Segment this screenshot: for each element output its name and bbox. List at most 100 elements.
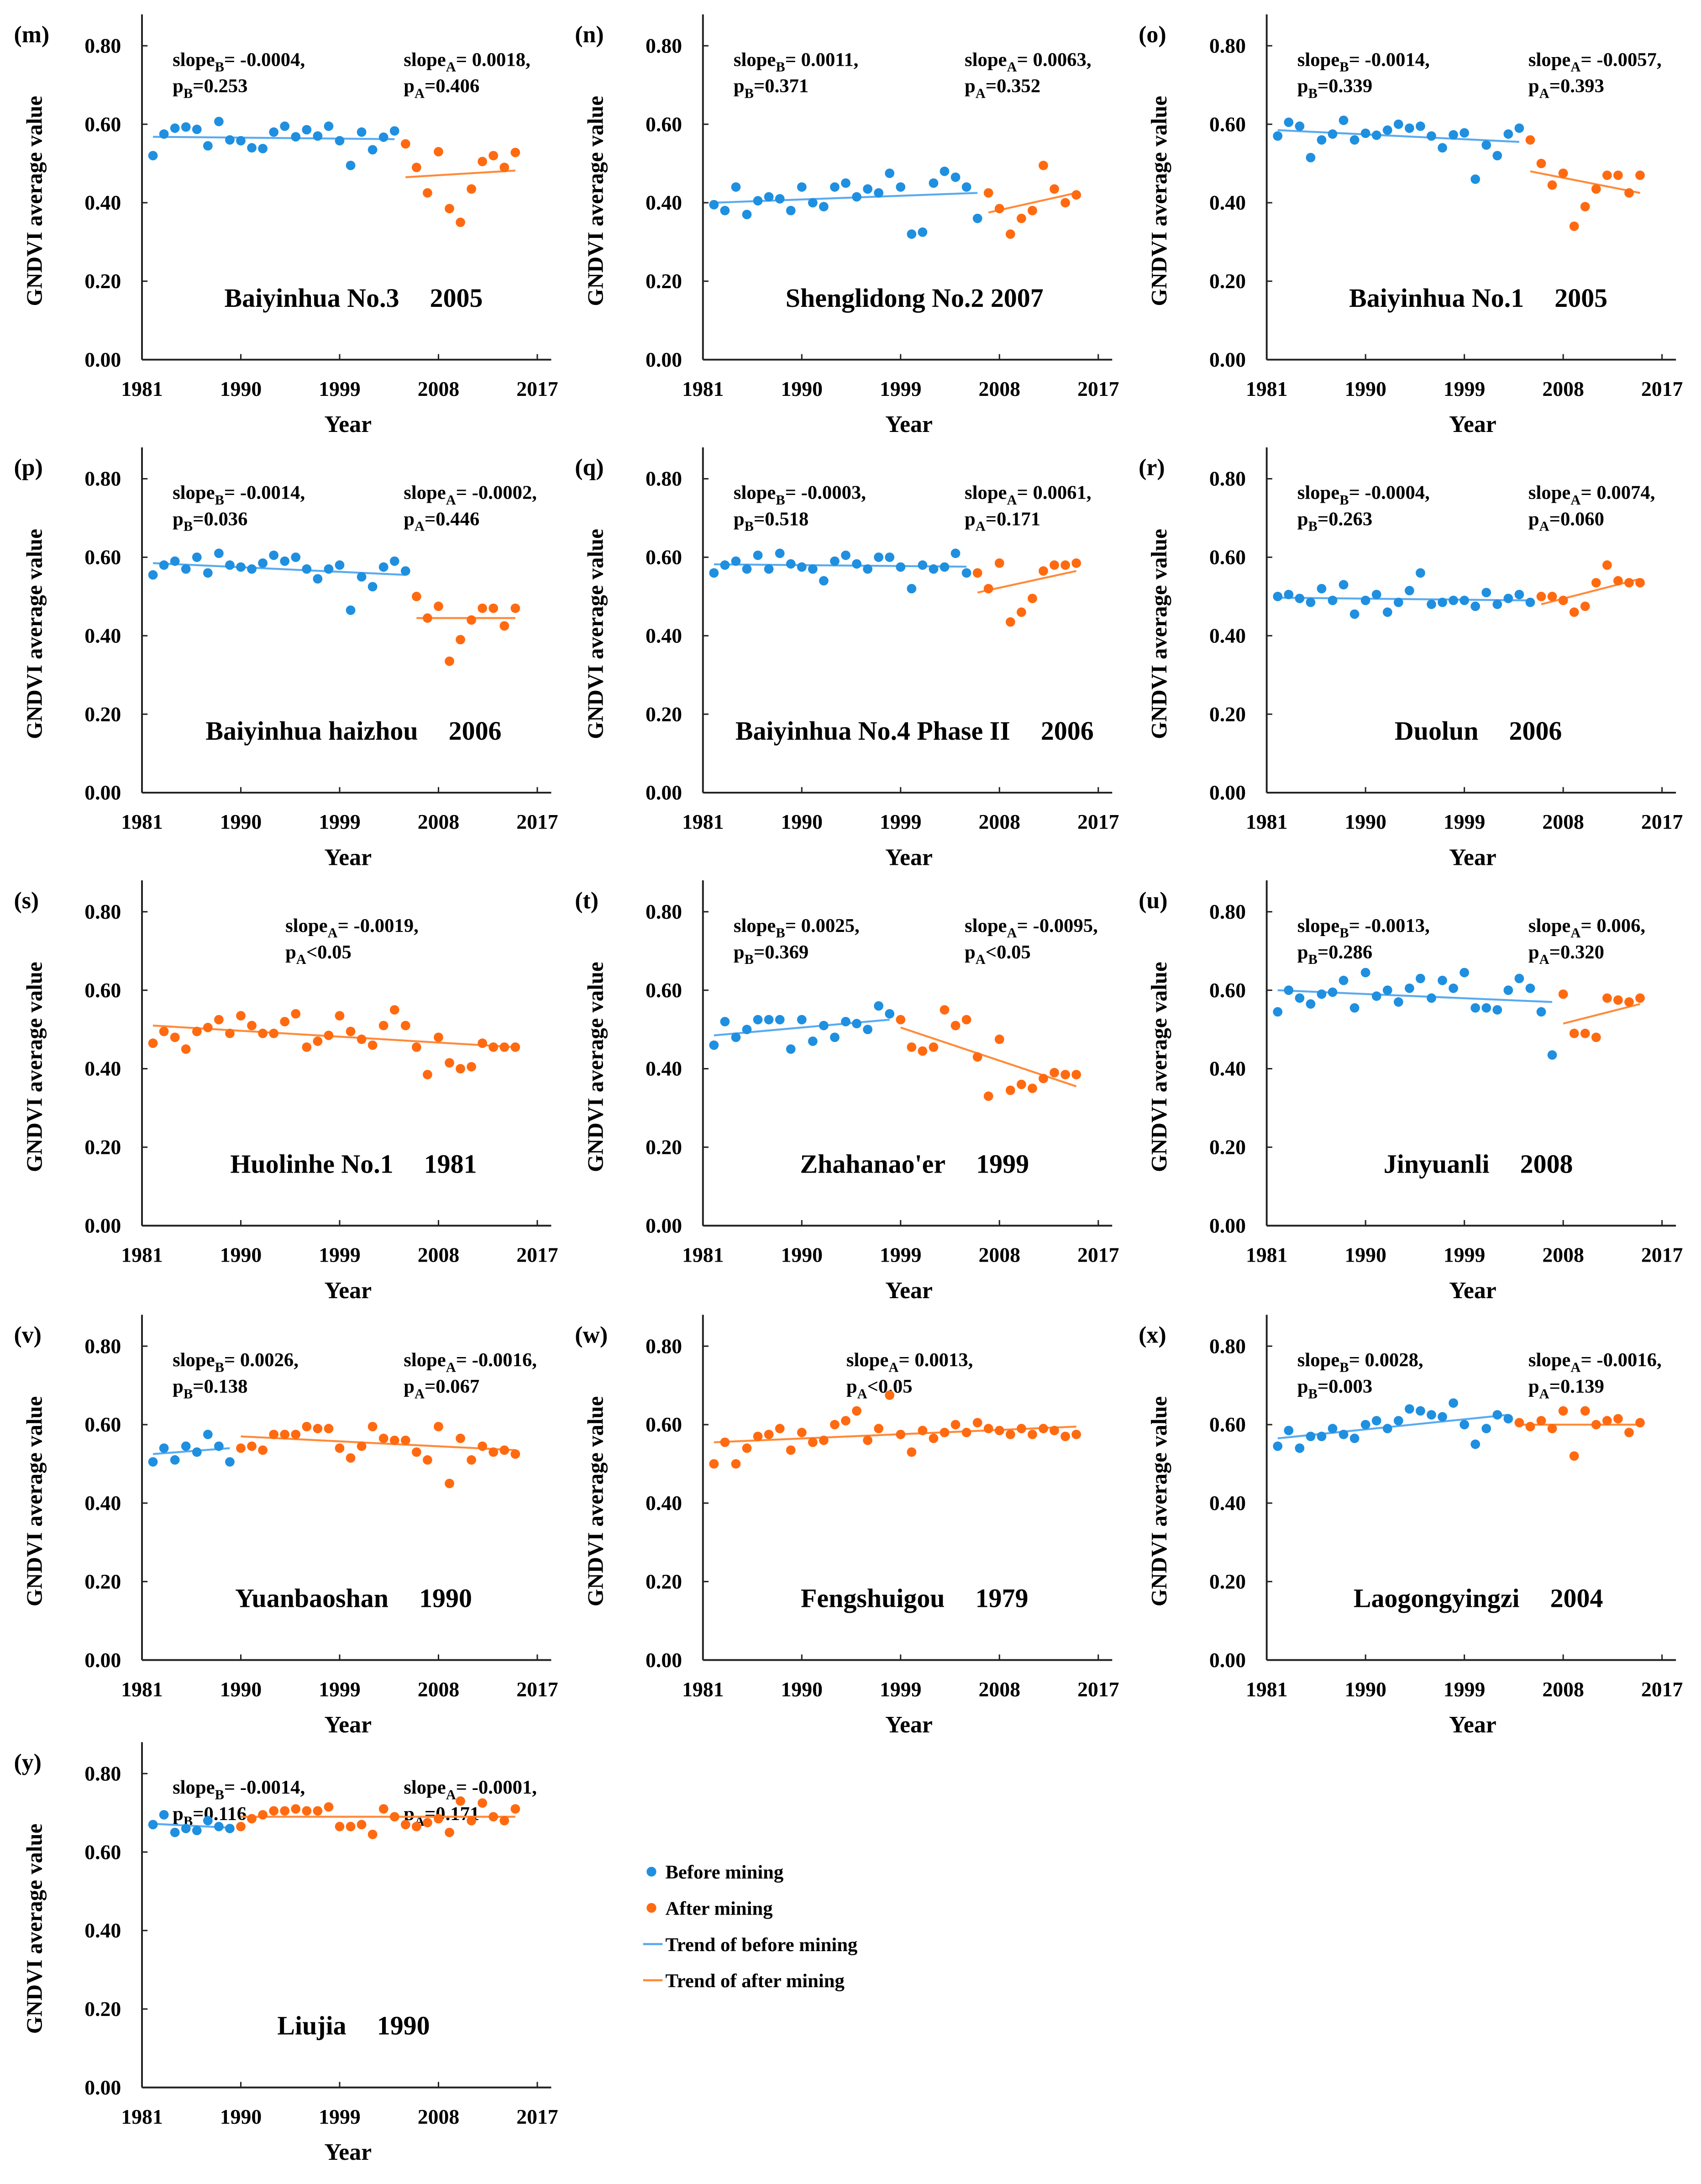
y-tick-label: 0.80 (1209, 467, 1246, 490)
point-before (786, 1044, 796, 1054)
point-after (1525, 135, 1535, 145)
point-after (389, 1005, 399, 1015)
point-after (1547, 591, 1557, 601)
point-before (225, 1824, 235, 1833)
y-tick-label: 0.40 (84, 1919, 121, 1942)
y-axis-title: GNDVI average value (1147, 962, 1171, 1172)
point-before (786, 205, 796, 216)
point-after (1613, 1414, 1623, 1424)
point-after (1039, 1074, 1048, 1084)
point-before (148, 1457, 158, 1467)
x-tick-label: 1990 (220, 2105, 262, 2128)
point-before (225, 1457, 235, 1467)
point-before (1295, 993, 1305, 1003)
site-name: Huolinhe No.1 (230, 1149, 393, 1179)
point-after (819, 1435, 829, 1445)
site-name: Fengshuigou (801, 1584, 945, 1613)
point-after (346, 1453, 356, 1463)
point-before (1382, 1424, 1392, 1433)
point-after (1558, 595, 1568, 605)
point-before (1438, 597, 1447, 607)
x-tick-label: 1990 (781, 810, 823, 833)
point-before (1371, 130, 1381, 140)
point-after (830, 1420, 840, 1430)
trend-line-after (241, 1435, 515, 1451)
x-tick-label: 1999 (319, 2105, 360, 2128)
y-tick-label: 0.80 (1209, 900, 1246, 923)
point-before (1460, 1420, 1470, 1430)
point-after (1547, 180, 1557, 190)
point-before (797, 182, 807, 192)
point-after (841, 1416, 850, 1426)
point-after (994, 558, 1004, 568)
point-before (786, 559, 796, 569)
x-tick-label: 2008 (1542, 1243, 1584, 1266)
site-name: Baiyinhua No.3 (224, 283, 399, 313)
mining-start-year: 1990 (419, 1584, 472, 1613)
point-before (940, 166, 950, 176)
y-tick-label: 0.60 (1209, 112, 1246, 136)
point-after (1558, 168, 1568, 178)
point-before (1503, 594, 1513, 603)
point-before (808, 564, 818, 574)
point-before (1382, 125, 1392, 135)
point-after (1536, 1416, 1546, 1426)
point-after (313, 1424, 323, 1433)
point-before (357, 127, 367, 137)
point-before (159, 1810, 169, 1820)
point-after (1039, 566, 1048, 576)
y-tick-label: 0.80 (646, 1334, 682, 1358)
point-before (181, 122, 191, 132)
panel-label: (t) (575, 888, 598, 914)
point-before (1284, 1426, 1294, 1436)
point-before (1371, 589, 1381, 600)
point-after (907, 1042, 917, 1052)
point-after (324, 1802, 334, 1812)
slope-a-annotation: slopeA= 0.006, (1528, 915, 1645, 941)
point-after (1536, 158, 1546, 168)
slope-b-annotation: slopeB= 0.0028, (1297, 1349, 1423, 1375)
point-after (488, 603, 499, 613)
p-a-annotation: pA<0.05 (285, 942, 352, 967)
point-after (499, 621, 509, 631)
y-tick-label: 0.40 (1209, 624, 1246, 647)
point-after (1624, 1427, 1634, 1437)
x-tick-label: 1990 (220, 1243, 262, 1266)
point-after (434, 1032, 443, 1042)
point-after (1028, 205, 1037, 216)
site-name: Baiyinhua No.4 Phase II (735, 716, 1010, 746)
point-after (1016, 607, 1026, 617)
point-after (940, 1005, 950, 1015)
point-before (1470, 1003, 1480, 1013)
point-after (411, 591, 421, 601)
x-axis-title: Year (885, 1278, 933, 1304)
point-before (1416, 1406, 1425, 1416)
point-before (1405, 1404, 1414, 1414)
p-a-annotation: pA=0.320 (1528, 942, 1604, 967)
site-label: Baiyinhua No.3 2005 (224, 283, 483, 313)
point-before (775, 194, 785, 204)
point-before (1503, 1414, 1513, 1424)
point-after (510, 1449, 520, 1459)
point-before (192, 553, 202, 562)
panel-label: (v) (14, 1322, 41, 1348)
point-after (1050, 560, 1059, 570)
point-before (1273, 1007, 1283, 1017)
p-a-annotation: pA<0.05 (965, 942, 1031, 967)
point-before (324, 564, 334, 574)
point-before (764, 1015, 774, 1025)
site-label: Zhahanao'er 1999 (800, 1149, 1029, 1179)
point-after (368, 1421, 378, 1431)
trend-line-before (1277, 1414, 1509, 1440)
x-tick-label: 1990 (1344, 1243, 1386, 1266)
point-after (510, 1042, 520, 1052)
site-name: Baiyinhua haizhou (205, 716, 418, 746)
point-before (170, 123, 180, 133)
y-tick-label: 0.00 (84, 1214, 121, 1237)
y-tick-label: 0.40 (646, 1491, 682, 1515)
point-after (203, 1022, 213, 1032)
point-before (170, 556, 180, 566)
x-tick-label: 2008 (979, 810, 1020, 833)
point-after (434, 1421, 443, 1431)
point-before (1470, 174, 1480, 184)
